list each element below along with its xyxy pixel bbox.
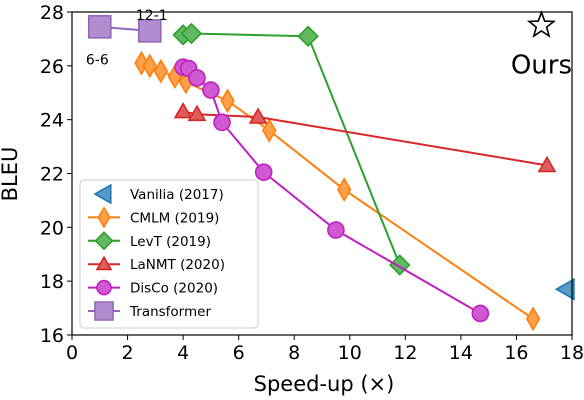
- legend-marker: [94, 301, 114, 321]
- series-4: [174, 58, 490, 323]
- data-point: [248, 107, 268, 124]
- ours-star-marker: [526, 10, 556, 38]
- data-point: [202, 81, 220, 99]
- series-5: [87, 15, 162, 43]
- data-point: [261, 118, 277, 143]
- x-tick-label: 12: [393, 342, 417, 364]
- legend-marker: [95, 255, 113, 271]
- data-point: [153, 58, 169, 84]
- legend-marker: [94, 231, 114, 251]
- data-point: [525, 306, 541, 332]
- x-tick-label: 10: [338, 342, 362, 364]
- data-point: [188, 69, 206, 87]
- y-tick-label: 26: [40, 56, 64, 78]
- legend-label: LevT (2019): [130, 234, 211, 250]
- series-3: [173, 101, 557, 173]
- legend-label: Transformer: [129, 304, 211, 320]
- data-point: [213, 113, 231, 132]
- data-point: [336, 177, 352, 203]
- y-tick-label: 24: [40, 110, 64, 132]
- data-point: [173, 101, 193, 119]
- legend: Vanilia (2017) CMLM (2019) LevT (2019) LaNM…: [79, 179, 259, 329]
- data-point: [254, 163, 273, 181]
- legend-label: DisCo (2020): [130, 281, 218, 297]
- legend-item: Vanilia (2017): [93, 183, 224, 205]
- data-point: [327, 221, 345, 239]
- x-tick-label: 4: [177, 342, 189, 364]
- y-tick-label: 22: [40, 164, 64, 186]
- series-2: [172, 22, 411, 276]
- annotation-label: Ours: [511, 50, 572, 80]
- x-axis-title: Speed-up (×): [254, 372, 395, 396]
- legend-item: Transformer: [88, 301, 211, 321]
- legend-label: Vanilia (2017): [130, 187, 224, 203]
- legend-item: LevT (2019): [88, 231, 211, 251]
- legend-label: LaNMT (2020): [130, 257, 225, 273]
- legend-item: LaNMT (2020): [88, 255, 225, 273]
- y-axis-title: BLEU: [0, 147, 22, 202]
- legend-marker: [96, 279, 112, 296]
- x-tick-label: 14: [449, 342, 473, 364]
- data-point: [187, 104, 207, 122]
- data-point: [554, 277, 575, 301]
- y-tick-label: 28: [40, 2, 64, 24]
- legend-label: CMLM (2019): [130, 210, 219, 226]
- x-tick-label: 18: [560, 342, 584, 364]
- legend-item: CMLM (2019): [88, 206, 219, 229]
- annotation-label: 12-1: [136, 8, 168, 24]
- data-point: [87, 15, 112, 39]
- data-point: [297, 25, 319, 47]
- legend-marker: [93, 183, 112, 205]
- x-tick-label: 2: [122, 342, 134, 364]
- series-line: [182, 110, 548, 167]
- annotation-label: 6-6: [86, 52, 109, 68]
- x-tick-label: 16: [504, 342, 528, 364]
- legend-marker: [97, 206, 111, 229]
- legend-box: [79, 179, 259, 329]
- x-tick-label: 8: [288, 342, 300, 364]
- data-point: [537, 155, 557, 173]
- series-0: [554, 277, 575, 301]
- x-tick-label: 0: [66, 342, 78, 364]
- y-tick-label: 16: [40, 325, 64, 347]
- data-point: [137, 19, 162, 43]
- data-point: [220, 88, 235, 114]
- y-tick-label: 18: [40, 271, 64, 293]
- data-point: [142, 53, 158, 79]
- x-tick-label: 6: [233, 342, 245, 364]
- data-point: [180, 22, 203, 45]
- data-point: [134, 50, 149, 76]
- series-1: [134, 50, 541, 332]
- y-tick-label: 20: [40, 217, 64, 239]
- legend-item: DisCo (2020): [88, 279, 218, 297]
- data-point: [471, 304, 490, 323]
